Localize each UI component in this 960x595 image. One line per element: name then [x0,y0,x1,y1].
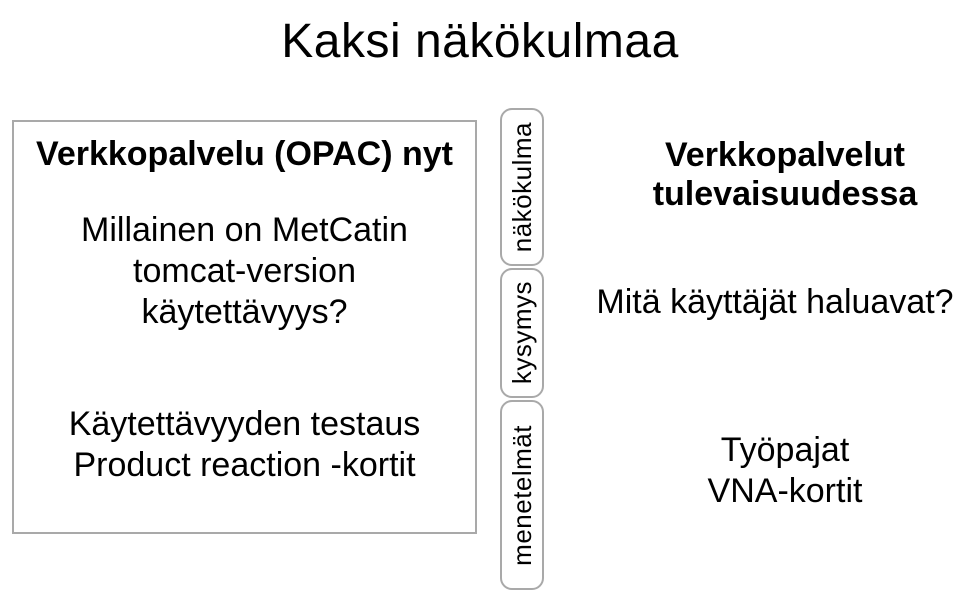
left-method: Käytettävyyden testaus Product reaction … [22,404,467,486]
axis-box-menetelmat: menetelmät [500,400,544,590]
left-question-l2: tomcat-version [133,252,356,290]
right-question: Mitä käyttäjät haluavat? [595,282,955,323]
right-method: Työpajat VNA-kortit [620,430,950,512]
axis-label-kysymys: kysymys [507,281,538,384]
slide-title: Kaksi näkökulmaa [0,14,960,69]
axis-box-kysymys: kysymys [500,268,544,398]
right-heading-l2: tulevaisuudessa [653,175,918,213]
left-method-l1: Käytettävyyden testaus [69,405,421,443]
axis-label-menetelmat: menetelmät [507,425,538,566]
left-question: Millainen on MetCatin tomcat-version käy… [22,210,467,332]
left-question-l1: Millainen on MetCatin [81,211,408,249]
right-method-l2: VNA-kortit [708,472,863,510]
right-method-l1: Työpajat [721,431,850,469]
axis-box-nakokulma: näkökulma [500,108,544,266]
slide: { "title": "Kaksi näkökulmaa", "colors":… [0,0,960,595]
left-heading: Verkkopalvelu (OPAC) nyt [22,136,467,173]
left-method-l2: Product reaction -kortit [73,446,415,484]
right-heading: Verkkopalvelut tulevaisuudessa [620,136,950,214]
right-heading-l1: Verkkopalvelut [665,136,905,174]
left-question-l3: käytettävyys? [142,293,348,331]
axis-label-nakokulma: näkökulma [507,122,538,252]
